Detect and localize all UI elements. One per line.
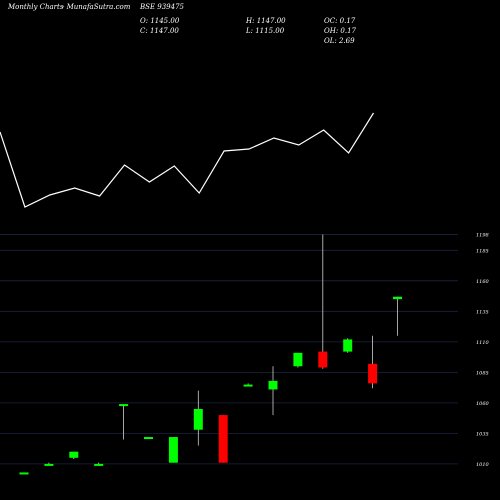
source-label: - MunafaSutra.com [62,3,131,11]
candlestick-chart [19,234,402,475]
candle-up [94,462,104,466]
candle-body [243,384,253,387]
price-tick-label: 1060 [476,401,490,407]
candle-body [393,296,402,300]
candle-body [318,351,328,368]
candle-body [94,463,104,466]
price-tick-label: 1085 [476,370,489,376]
price-tick-label: 1135 [476,309,489,315]
site-label: Monthly Charts [8,3,64,11]
symbol-label: BSE 939475 [140,3,184,11]
candle-body [19,472,29,475]
candle-up [268,366,278,416]
candle-body [144,437,153,440]
close-line [0,112,375,208]
candle-up [168,437,178,463]
price-tick-label: 1035 [476,431,489,437]
price-tick-label: 1110 [476,340,490,346]
price-grid [0,234,458,465]
candle-down [318,234,328,369]
price-tick-label: 1185 [476,248,489,254]
candle-body [69,451,79,458]
price-tick-label: 1160 [476,279,490,285]
candle-body [218,415,228,463]
candle-down [218,415,228,463]
close-line-chart [0,112,375,208]
candle-body [44,463,54,466]
candle-up [393,296,402,336]
price-axis: 1010 1035 1060 1085 1110 1135 1160 1185 1198 [476,232,490,467]
price-tick-label: 1010 [476,462,490,468]
low-value: L: 1115.00 [246,27,285,35]
candle-up [69,451,79,460]
candle-body [368,363,378,384]
high-value: H: 1147.00 [246,17,286,25]
candle-up [119,404,129,440]
candle-up [19,472,29,475]
candle-body [293,352,303,367]
oh-value: OH: 0.17 [324,27,357,35]
open-value: O: 1145.00 [140,17,180,25]
candle-up [144,437,153,440]
candle-up [193,390,203,446]
close-value: C: 1147.00 [140,27,179,35]
ol-value: OL: 2.69 [324,37,355,45]
candle-down [368,335,378,389]
candle-up [343,338,353,353]
price-tick-label: 1198 [476,232,489,238]
candle-body [268,380,278,390]
candle-up [243,383,253,387]
candle-body [193,408,203,430]
candle-body [168,437,178,463]
candle-body [343,339,353,352]
candle-up [44,462,54,466]
candle-body [119,404,129,407]
candle-up [293,352,303,368]
oc-value: OC: 0.17 [324,17,356,25]
